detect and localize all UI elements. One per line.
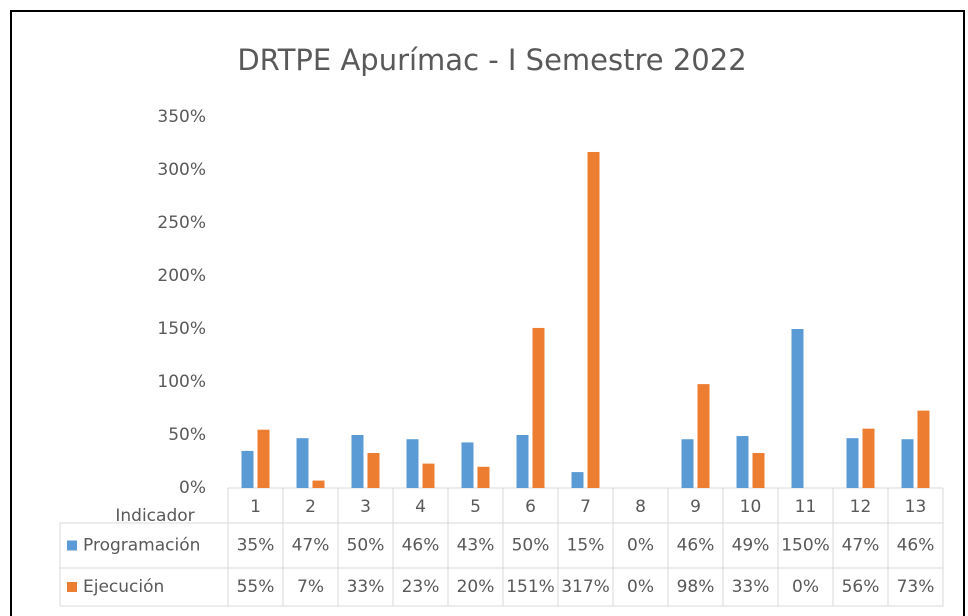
x-tick-label: 8 <box>635 497 646 517</box>
y-tick-label: 300% <box>157 160 206 180</box>
table-value: 35% <box>237 536 275 556</box>
table-value: 33% <box>732 577 770 597</box>
table-value: 150% <box>781 536 830 556</box>
table-value: 47% <box>292 536 330 556</box>
table-value: 73% <box>897 577 935 597</box>
chart-title: DRTPE Apurímac - I Semestre 2022 <box>237 43 746 77</box>
bar <box>697 384 710 488</box>
y-tick-label: 0% <box>179 478 206 498</box>
x-tick-label: 1 <box>250 497 261 517</box>
table-value: 33% <box>347 577 385 597</box>
x-tick-label: 6 <box>525 497 536 517</box>
table-value: 0% <box>792 577 819 597</box>
y-tick-label: 50% <box>168 425 206 445</box>
y-tick-label: 100% <box>157 372 206 392</box>
y-tick-label: 350% <box>157 107 206 127</box>
table-value: 55% <box>237 577 275 597</box>
x-axis-label: Indicador <box>115 506 194 526</box>
x-tick-label: 13 <box>905 497 927 517</box>
bar <box>477 466 490 488</box>
x-tick-label: 3 <box>360 497 371 517</box>
bar <box>752 453 765 488</box>
table-value: 151% <box>506 577 555 597</box>
bar <box>862 428 875 488</box>
table-value: 56% <box>842 577 880 597</box>
y-tick-label: 250% <box>157 213 206 233</box>
chart-border <box>10 10 965 616</box>
x-tick-label: 12 <box>850 497 872 517</box>
bar <box>257 429 270 488</box>
table-value: 46% <box>897 536 935 556</box>
table-value: 7% <box>297 577 324 597</box>
bar <box>681 439 694 488</box>
x-tick-label: 11 <box>795 497 817 517</box>
x-tick-label: 10 <box>740 497 762 517</box>
bar <box>367 453 380 488</box>
bar <box>901 439 914 488</box>
x-tick-label: 7 <box>580 497 591 517</box>
table-value: 47% <box>842 536 880 556</box>
table-value: 46% <box>402 536 440 556</box>
bar <box>422 463 435 488</box>
table-value: 43% <box>457 536 495 556</box>
legend-label: Ejecución <box>83 577 164 597</box>
bar <box>846 438 859 488</box>
table-value: 15% <box>567 536 605 556</box>
legend-swatch <box>67 540 77 551</box>
bar <box>917 410 930 488</box>
table-value: 0% <box>627 577 654 597</box>
table-value: 50% <box>347 536 385 556</box>
x-tick-label: 9 <box>690 497 701 517</box>
bar <box>406 439 419 488</box>
legend-label: Programación <box>83 536 200 556</box>
table-value: 98% <box>677 577 715 597</box>
x-tick-label: 5 <box>470 497 481 517</box>
bar <box>351 435 364 488</box>
bar <box>461 442 474 488</box>
bar <box>587 151 600 489</box>
table-value: 0% <box>627 536 654 556</box>
bar <box>312 480 325 488</box>
bar <box>532 327 545 488</box>
table-value: 317% <box>561 577 610 597</box>
table-value: 23% <box>402 577 440 597</box>
x-tick-label: 4 <box>415 497 426 517</box>
bar <box>296 438 309 488</box>
x-tick-label: 2 <box>305 497 316 517</box>
bar <box>791 329 804 488</box>
bar <box>571 472 584 488</box>
bar <box>516 435 529 488</box>
table-value: 50% <box>512 536 550 556</box>
table-value: 49% <box>732 536 770 556</box>
table-value: 20% <box>457 577 495 597</box>
bar <box>736 436 749 488</box>
legend-swatch <box>67 582 77 592</box>
table-value: 46% <box>677 536 715 556</box>
y-tick-label: 150% <box>157 319 206 339</box>
y-tick-label: 200% <box>157 266 206 286</box>
bar <box>241 450 254 488</box>
